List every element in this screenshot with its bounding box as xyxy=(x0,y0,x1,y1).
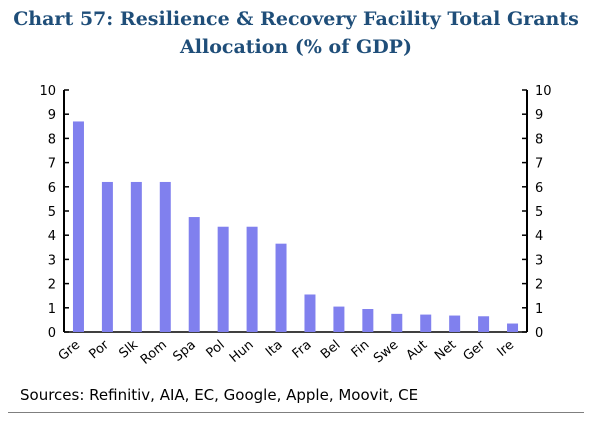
bar xyxy=(304,294,316,332)
y-tick-label-left: 9 xyxy=(48,108,56,123)
y-tick-label-left: 3 xyxy=(48,253,56,268)
x-tick-label: Net xyxy=(432,338,459,364)
x-tick-label: Gre xyxy=(56,338,83,364)
chart-title-line2: Allocation (% of GDP) xyxy=(180,36,412,58)
bar xyxy=(246,226,258,332)
bar xyxy=(159,181,171,332)
bar xyxy=(275,243,287,332)
y-tick-label-right: 9 xyxy=(535,108,543,123)
y-tick-label-left: 10 xyxy=(39,84,56,99)
y-tick-label-right: 1 xyxy=(535,302,543,317)
y-tick-label-right: 5 xyxy=(535,205,543,220)
y-tick-label-right: 10 xyxy=(535,84,552,99)
y-tick-label-right: 7 xyxy=(535,157,543,172)
y-tick-label-left: 6 xyxy=(48,181,56,196)
bar xyxy=(362,309,374,332)
y-tick-label-left: 5 xyxy=(48,205,56,220)
bar xyxy=(333,306,345,332)
x-tick-label: Por xyxy=(86,337,112,362)
bar xyxy=(478,316,490,332)
bar xyxy=(217,226,229,332)
y-tick-label-right: 2 xyxy=(535,278,543,293)
bar xyxy=(449,315,461,332)
y-tick-label-right: 4 xyxy=(535,229,543,244)
y-tick-label-right: 8 xyxy=(535,132,543,147)
y-tick-label-left: 1 xyxy=(48,302,56,317)
y-tick-label-left: 8 xyxy=(48,132,56,147)
bar xyxy=(420,314,432,332)
y-tick-label-left: 0 xyxy=(48,326,56,341)
chart-title-line1: Chart 57: Resilience & Recovery Facility… xyxy=(13,8,579,30)
bar xyxy=(391,313,403,332)
y-tick-label-right: 0 xyxy=(535,326,543,341)
bar xyxy=(101,181,113,332)
x-tick-label: Slk xyxy=(116,337,141,361)
bar xyxy=(72,121,84,333)
x-tick-label: Hun xyxy=(227,338,257,366)
x-tick-label: Pol xyxy=(204,338,228,362)
x-tick-label: Bel xyxy=(318,338,343,363)
y-tick-label-left: 7 xyxy=(48,157,56,172)
y-tick-label-left: 2 xyxy=(48,278,56,293)
bottom-divider xyxy=(8,412,584,413)
bar xyxy=(130,181,142,332)
x-tick-label: Fra xyxy=(290,338,315,362)
y-tick-label-right: 3 xyxy=(535,253,543,268)
x-tick-label: Fin xyxy=(349,338,373,361)
x-tick-label: Ire xyxy=(495,338,518,360)
source-note: Sources: Refinitiv, AIA, EC, Google, App… xyxy=(20,386,419,404)
x-tick-label: Ita xyxy=(263,338,286,360)
bar xyxy=(188,217,200,332)
bar xyxy=(507,323,519,332)
x-tick-label: Ger xyxy=(461,337,489,364)
x-tick-label: Rom xyxy=(138,338,170,368)
x-tick-label: Aut xyxy=(404,338,431,364)
y-tick-label-right: 6 xyxy=(535,181,543,196)
x-tick-label: Swe xyxy=(371,338,401,367)
x-tick-label: Spa xyxy=(170,338,198,365)
y-tick-label-left: 4 xyxy=(48,229,56,244)
